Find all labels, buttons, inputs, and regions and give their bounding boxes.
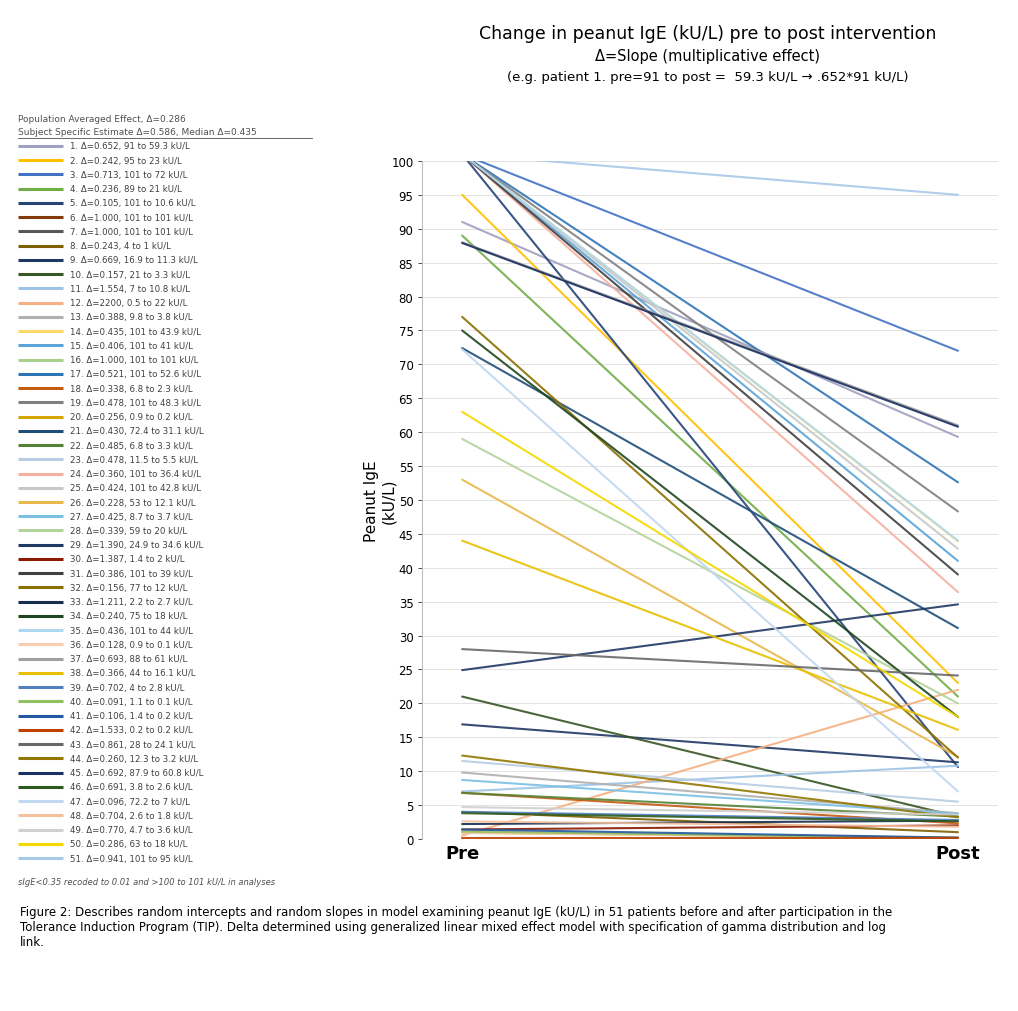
Text: 13. Δ=0.388, 9.8 to 3.8 kU/L: 13. Δ=0.388, 9.8 to 3.8 kU/L — [70, 313, 193, 323]
Text: 40. Δ=0.091, 1.1 to 0.1 kU/L: 40. Δ=0.091, 1.1 to 0.1 kU/L — [70, 698, 193, 707]
Text: 37. Δ=0.693, 88 to 61 kU/L: 37. Δ=0.693, 88 to 61 kU/L — [70, 654, 187, 663]
Text: 41. Δ=0.106, 1.4 to 0.2 kU/L: 41. Δ=0.106, 1.4 to 0.2 kU/L — [70, 712, 193, 721]
Text: 31. Δ=0.386, 101 to 39 kU/L: 31. Δ=0.386, 101 to 39 kU/L — [70, 569, 193, 578]
Text: 25. Δ=0.424, 101 to 42.8 kU/L: 25. Δ=0.424, 101 to 42.8 kU/L — [70, 484, 202, 492]
Text: 16. Δ=1.000, 101 to 101 kU/L: 16. Δ=1.000, 101 to 101 kU/L — [70, 356, 199, 365]
Text: 36. Δ=0.128, 0.9 to 0.1 kU/L: 36. Δ=0.128, 0.9 to 0.1 kU/L — [70, 640, 193, 649]
Text: 17. Δ=0.521, 101 to 52.6 kU/L: 17. Δ=0.521, 101 to 52.6 kU/L — [70, 370, 202, 379]
Text: 49. Δ=0.770, 4.7 to 3.6 kU/L: 49. Δ=0.770, 4.7 to 3.6 kU/L — [70, 825, 193, 834]
Text: Δ=Slope (multiplicative effect): Δ=Slope (multiplicative effect) — [595, 49, 821, 64]
Text: 1. Δ=0.652, 91 to 59.3 kU/L: 1. Δ=0.652, 91 to 59.3 kU/L — [70, 143, 190, 152]
Text: 44. Δ=0.260, 12.3 to 3.2 kU/L: 44. Δ=0.260, 12.3 to 3.2 kU/L — [70, 754, 199, 763]
Text: 35. Δ=0.436, 101 to 44 kU/L: 35. Δ=0.436, 101 to 44 kU/L — [70, 626, 193, 635]
Text: 12. Δ=2200, 0.5 to 22 kU/L: 12. Δ=2200, 0.5 to 22 kU/L — [70, 299, 187, 307]
Text: 29. Δ=1.390, 24.9 to 34.6 kU/L: 29. Δ=1.390, 24.9 to 34.6 kU/L — [70, 541, 204, 550]
Text: 2. Δ=0.242, 95 to 23 kU/L: 2. Δ=0.242, 95 to 23 kU/L — [70, 157, 182, 166]
Text: 8. Δ=0.243, 4 to 1 kU/L: 8. Δ=0.243, 4 to 1 kU/L — [70, 242, 171, 251]
Text: 22. Δ=0.485, 6.8 to 3.3 kU/L: 22. Δ=0.485, 6.8 to 3.3 kU/L — [70, 441, 193, 450]
Text: 26. Δ=0.228, 53 to 12.1 kU/L: 26. Δ=0.228, 53 to 12.1 kU/L — [70, 498, 195, 507]
Text: Subject Specific Estimate Δ=0.586, Median Δ=0.435: Subject Specific Estimate Δ=0.586, Media… — [17, 128, 257, 137]
Text: 24. Δ=0.360, 101 to 36.4 kU/L: 24. Δ=0.360, 101 to 36.4 kU/L — [70, 469, 202, 478]
Text: 7. Δ=1.000, 101 to 101 kU/L: 7. Δ=1.000, 101 to 101 kU/L — [70, 227, 193, 237]
Text: 21. Δ=0.430, 72.4 to 31.1 kU/L: 21. Δ=0.430, 72.4 to 31.1 kU/L — [70, 427, 204, 436]
Text: 11. Δ=1.554, 7 to 10.8 kU/L: 11. Δ=1.554, 7 to 10.8 kU/L — [70, 284, 190, 293]
Text: 34. Δ=0.240, 75 to 18 kU/L: 34. Δ=0.240, 75 to 18 kU/L — [70, 612, 187, 621]
Text: 30. Δ=1.387, 1.4 to 2 kU/L: 30. Δ=1.387, 1.4 to 2 kU/L — [70, 555, 185, 564]
Text: 6. Δ=1.000, 101 to 101 kU/L: 6. Δ=1.000, 101 to 101 kU/L — [70, 213, 193, 222]
Text: 4. Δ=0.236, 89 to 21 kU/L: 4. Δ=0.236, 89 to 21 kU/L — [70, 185, 182, 194]
Text: 46. Δ=0.691, 3.8 to 2.6 kU/L: 46. Δ=0.691, 3.8 to 2.6 kU/L — [70, 783, 193, 792]
Text: 32. Δ=0.156, 77 to 12 kU/L: 32. Δ=0.156, 77 to 12 kU/L — [70, 583, 187, 592]
Y-axis label: Peanut IgE
(kU/L): Peanut IgE (kU/L) — [363, 460, 396, 541]
Text: 3. Δ=0.713, 101 to 72 kU/L: 3. Δ=0.713, 101 to 72 kU/L — [70, 171, 187, 180]
Text: 15. Δ=0.406, 101 to 41 kU/L: 15. Δ=0.406, 101 to 41 kU/L — [70, 342, 193, 351]
Text: 23. Δ=0.478, 11.5 to 5.5 kU/L: 23. Δ=0.478, 11.5 to 5.5 kU/L — [70, 455, 199, 464]
Text: 33. Δ=1.211, 2.2 to 2.7 kU/L: 33. Δ=1.211, 2.2 to 2.7 kU/L — [70, 598, 193, 607]
Text: Population Averaged Effect, Δ=0.286: Population Averaged Effect, Δ=0.286 — [17, 115, 185, 124]
Text: Change in peanut IgE (kU/L) pre to post intervention: Change in peanut IgE (kU/L) pre to post … — [478, 25, 937, 43]
Text: 51. Δ=0.941, 101 to 95 kU/L: 51. Δ=0.941, 101 to 95 kU/L — [70, 853, 193, 862]
Text: 27. Δ=0.425, 8.7 to 3.7 kU/L: 27. Δ=0.425, 8.7 to 3.7 kU/L — [70, 513, 193, 522]
Text: 10. Δ=0.157, 21 to 3.3 kU/L: 10. Δ=0.157, 21 to 3.3 kU/L — [70, 270, 190, 279]
Text: 50. Δ=0.286, 63 to 18 kU/L: 50. Δ=0.286, 63 to 18 kU/L — [70, 839, 187, 848]
Text: 45. Δ=0.692, 87.9 to 60.8 kU/L: 45. Δ=0.692, 87.9 to 60.8 kU/L — [70, 768, 204, 777]
Text: 14. Δ=0.435, 101 to 43.9 kU/L: 14. Δ=0.435, 101 to 43.9 kU/L — [70, 328, 202, 337]
Text: 20. Δ=0.256, 0.9 to 0.2 kU/L: 20. Δ=0.256, 0.9 to 0.2 kU/L — [70, 412, 193, 422]
Text: 43. Δ=0.861, 28 to 24.1 kU/L: 43. Δ=0.861, 28 to 24.1 kU/L — [70, 740, 195, 749]
Text: 38. Δ=0.366, 44 to 16.1 kU/L: 38. Δ=0.366, 44 to 16.1 kU/L — [70, 668, 195, 677]
Text: (e.g. patient 1. pre=91 to post =  59.3 kU/L → .652*91 kU/L): (e.g. patient 1. pre=91 to post = 59.3 k… — [507, 71, 908, 84]
Text: 18. Δ=0.338, 6.8 to 2.3 kU/L: 18. Δ=0.338, 6.8 to 2.3 kU/L — [70, 384, 193, 393]
Text: 5. Δ=0.105, 101 to 10.6 kU/L: 5. Δ=0.105, 101 to 10.6 kU/L — [70, 199, 195, 208]
Text: sIgE<0.35 recoded to 0.01 and >100 to 101 kU/L in analyses: sIgE<0.35 recoded to 0.01 and >100 to 10… — [17, 877, 275, 886]
Text: 28. Δ=0.339, 59 to 20 kU/L: 28. Δ=0.339, 59 to 20 kU/L — [70, 527, 187, 536]
Text: 47. Δ=0.096, 72.2 to 7 kU/L: 47. Δ=0.096, 72.2 to 7 kU/L — [70, 797, 190, 806]
Text: 39. Δ=0.702, 4 to 2.8 kU/L: 39. Δ=0.702, 4 to 2.8 kU/L — [70, 683, 185, 692]
Text: 19. Δ=0.478, 101 to 48.3 kU/L: 19. Δ=0.478, 101 to 48.3 kU/L — [70, 398, 202, 407]
Text: 42. Δ=1.533, 0.2 to 0.2 kU/L: 42. Δ=1.533, 0.2 to 0.2 kU/L — [70, 726, 193, 735]
Text: Figure 2: Describes random intercepts and random slopes in model examining peanu: Figure 2: Describes random intercepts an… — [20, 905, 893, 947]
Text: 48. Δ=0.704, 2.6 to 1.8 kU/L: 48. Δ=0.704, 2.6 to 1.8 kU/L — [70, 811, 193, 820]
Text: 9. Δ=0.669, 16.9 to 11.3 kU/L: 9. Δ=0.669, 16.9 to 11.3 kU/L — [70, 256, 199, 265]
